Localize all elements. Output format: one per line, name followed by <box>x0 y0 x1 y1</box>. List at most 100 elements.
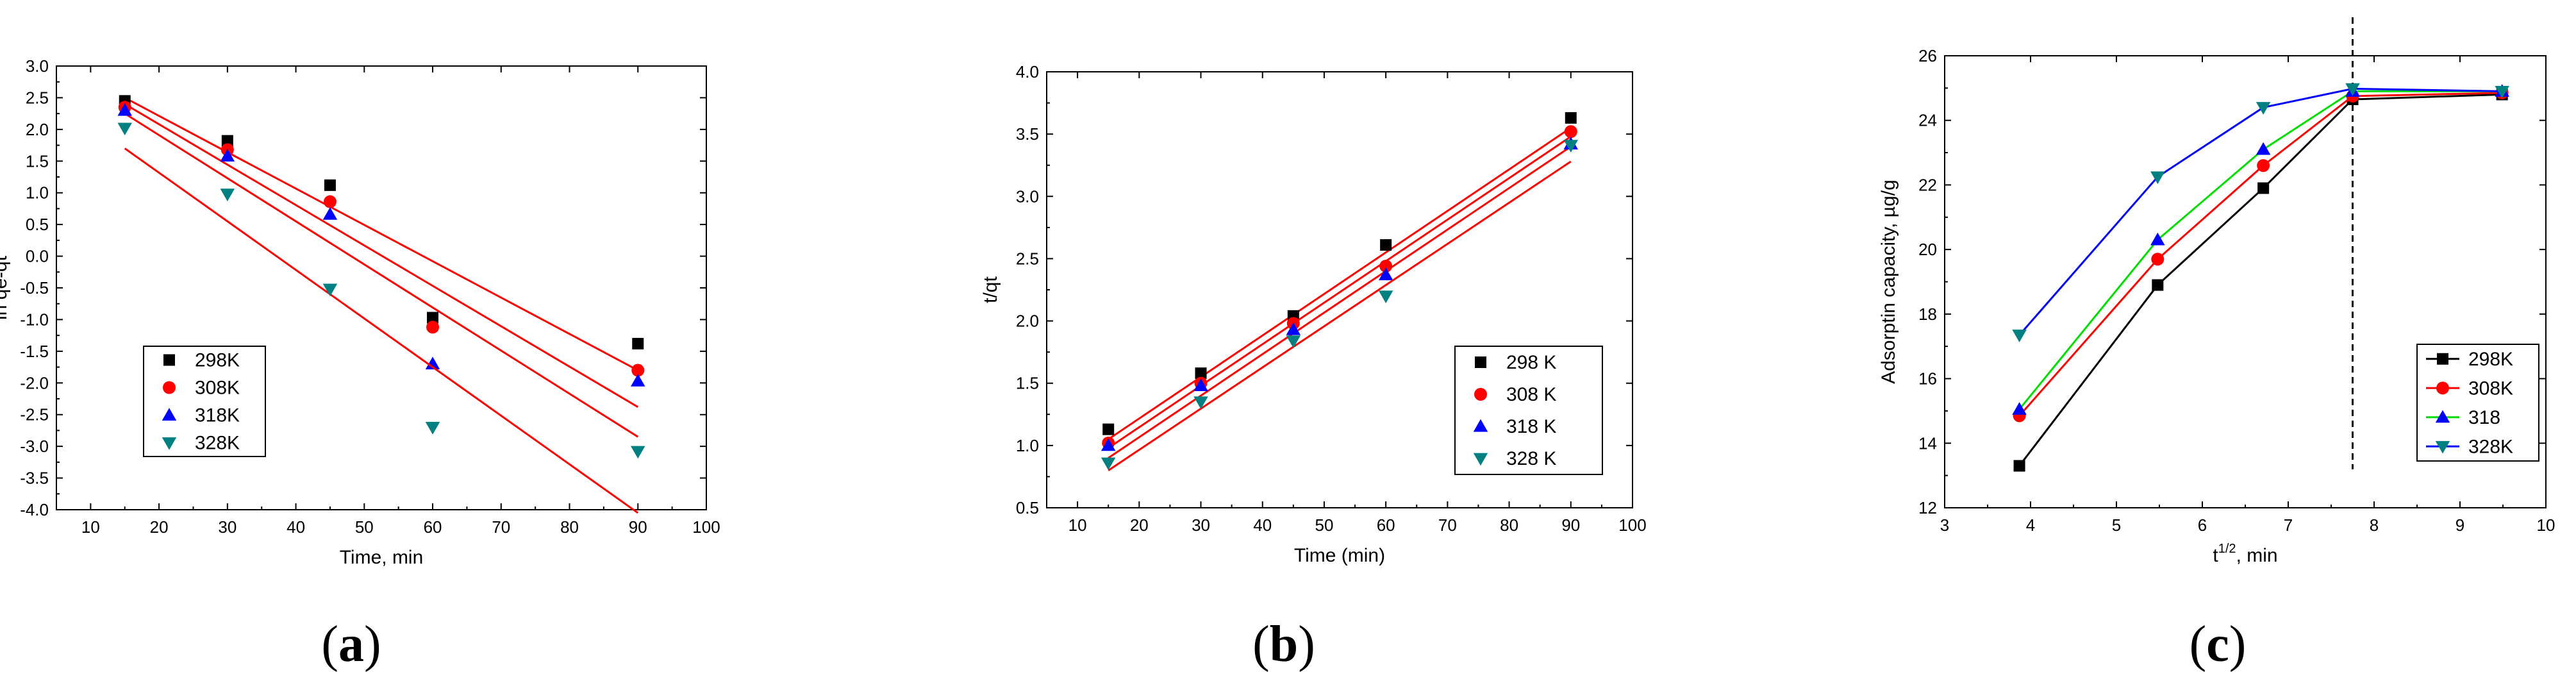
data-point <box>1101 438 1116 451</box>
chart-a: 10 20 30 40 50 60 70 80 90 100 -4.0 -3.5 -3.0 -2.5 -2.… <box>0 56 720 568</box>
x-tick-label: 20 <box>150 517 169 537</box>
data-point <box>1378 290 1393 303</box>
x-tick-label: 100 <box>1618 515 1646 535</box>
legend-label: 328K <box>195 433 240 454</box>
fit-line <box>124 97 638 371</box>
data-point <box>324 179 336 191</box>
data-point <box>322 207 338 220</box>
legend-marker <box>1473 419 1488 432</box>
x-tick-label: 7 <box>2284 515 2293 535</box>
y-tick-label: 3.0 <box>1016 187 1039 206</box>
x-tick-label: 5 <box>2112 515 2121 535</box>
x-tick-label: 40 <box>1253 515 1272 535</box>
y-tick-label: 18 <box>1918 305 1937 324</box>
y-tick-label: 2.0 <box>26 120 49 139</box>
data-point <box>425 356 440 370</box>
x-tick-label: 30 <box>1192 515 1210 535</box>
series-308k <box>118 101 645 408</box>
y-tick-label: -0.5 <box>20 278 49 297</box>
y-tick-label: 0.0 <box>26 247 49 266</box>
x-tick-label: 3 <box>1940 515 1949 535</box>
y-tick-label: 16 <box>1918 369 1937 389</box>
data-point <box>2150 232 2165 246</box>
series-318k <box>117 103 645 438</box>
y-tick-label: 1.5 <box>26 151 49 171</box>
data-point <box>2150 171 2165 185</box>
fit-line <box>1108 146 1572 459</box>
data-point <box>117 122 132 136</box>
data-point <box>2256 142 2271 155</box>
series-328k <box>117 122 645 514</box>
y-tick-label: -2.5 <box>20 405 49 424</box>
data-point <box>220 149 235 162</box>
x-tick-label: 90 <box>1561 515 1580 535</box>
y-tick-label: 2.5 <box>1016 249 1039 268</box>
data-point <box>1563 140 1579 153</box>
series-328k <box>1101 140 1579 471</box>
y-tick-label: 22 <box>1918 175 1937 194</box>
legend-marker <box>162 408 177 421</box>
y-tick-label: 12 <box>1918 498 1937 517</box>
data-point <box>631 364 645 377</box>
legend-label: 308K <box>195 378 240 399</box>
y-tick-label: -1.0 <box>20 310 49 329</box>
x-tick-label: 40 <box>287 517 305 537</box>
y-axis-label: t/qt <box>980 276 1001 303</box>
x-axis-label-suffix: , min <box>2236 545 2278 566</box>
series-line <box>2018 87 2502 336</box>
legend-marker <box>2436 381 2449 395</box>
x-tick-label: 9 <box>2456 515 2464 535</box>
fit-line <box>124 112 639 438</box>
y-tick-label: 0.5 <box>1016 498 1039 517</box>
data-point <box>2257 159 2270 172</box>
y-tick-label: 4.0 <box>1016 62 1039 81</box>
x-tick-label: 70 <box>1438 515 1457 535</box>
y-tick-label: 14 <box>1918 433 1937 453</box>
data-point <box>322 283 338 297</box>
legend-marker <box>162 437 177 450</box>
data-point <box>427 312 439 324</box>
data-point <box>323 195 337 208</box>
data-point <box>2256 102 2271 115</box>
x-tick-label: 50 <box>355 517 374 537</box>
y-axis-label: Adsorptin capacity, µg/g <box>1878 180 1899 384</box>
data-point <box>221 135 233 147</box>
legend-label: 298K <box>2468 349 2513 370</box>
legend-marker <box>1475 356 1486 368</box>
x-tick-label: 6 <box>2198 515 2207 535</box>
legend-label: 318K <box>195 405 240 426</box>
data-point <box>2012 330 2027 342</box>
y-tick-label: 2.5 <box>26 88 49 107</box>
x-tick-label: 8 <box>2370 515 2379 535</box>
x-tick-label: 10 <box>2537 515 2555 535</box>
y-tick-label: 1.5 <box>1016 374 1039 393</box>
x-tick-label: 80 <box>560 517 579 537</box>
data-point <box>2013 460 2025 472</box>
legend: 298 K 308 K 318 K 328 K <box>1454 346 1603 475</box>
x-tick-label: 10 <box>81 517 100 537</box>
y-tick-label: 2.0 <box>1016 312 1039 331</box>
y-axis-label: ln qe-qt <box>0 255 11 320</box>
x-axis-label: t1/2, min <box>2213 542 2277 566</box>
data-point <box>1564 125 1577 138</box>
y-tick-label: -1.5 <box>20 342 49 361</box>
legend-marker <box>2435 410 2450 423</box>
legend-label: 308K <box>2468 378 2513 399</box>
fit-line <box>1108 127 1572 440</box>
y-tick-label: 24 <box>1918 111 1937 130</box>
legend-label: 308 K <box>1506 384 1556 405</box>
y-tick-label: 0.5 <box>26 215 49 234</box>
series-298k <box>1102 112 1577 440</box>
x-tick-label: 100 <box>692 517 720 537</box>
legend-marker <box>2435 440 2450 454</box>
fit-line <box>124 103 639 408</box>
data-point <box>631 374 645 387</box>
legend-marker <box>163 381 176 394</box>
data-point <box>1102 423 1115 435</box>
data-point <box>426 321 440 334</box>
series-298k <box>119 95 644 371</box>
data-point <box>220 188 235 201</box>
x-tick-label: 60 <box>424 517 442 537</box>
legend-marker <box>1474 388 1487 401</box>
legend-label: 328 K <box>1506 448 1556 469</box>
